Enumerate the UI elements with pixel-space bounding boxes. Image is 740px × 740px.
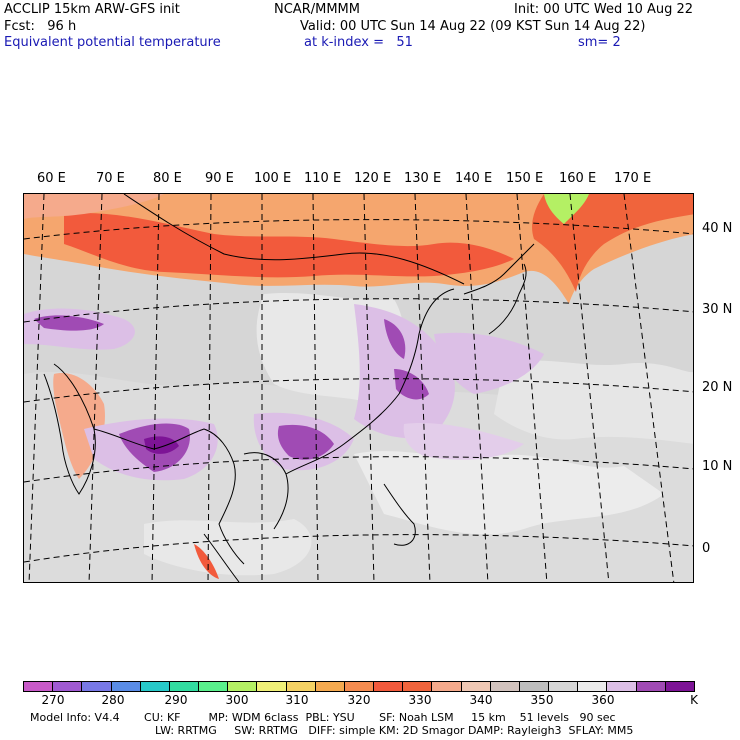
colorbar-label: 350 (530, 693, 554, 707)
colorbar (23, 681, 695, 692)
south-light-field (144, 519, 312, 576)
lat-label: 0 (702, 541, 711, 556)
lon-line (465, 194, 489, 582)
purple-core (277, 424, 334, 460)
warm-band-core (64, 213, 514, 278)
lon-label: 120 E (354, 171, 392, 186)
forecast-hour: Fcst: 96 h (4, 19, 77, 34)
colorbar-swatch (285, 682, 315, 691)
lon-label: 110 E (304, 171, 342, 186)
lon-line (569, 194, 610, 582)
colorbar-swatch (343, 682, 374, 691)
bay-of-bengal-coast (93, 428, 245, 565)
lat-label: 20 N (702, 380, 733, 395)
colorbar-swatch (548, 682, 578, 691)
colorbar-swatch (198, 682, 228, 691)
colorbar-swatch (664, 682, 694, 691)
lon-line (363, 194, 375, 582)
colorbar-swatch (431, 682, 461, 691)
lon-label: 130 E (404, 171, 442, 186)
colorbar-swatch (24, 682, 53, 691)
lon-label: 140 E (455, 171, 493, 186)
colorbar-label: 270 (41, 693, 65, 707)
lon-label: 170 E (614, 171, 652, 186)
lat-label: 30 N (702, 302, 733, 317)
colorbar-swatch (52, 682, 82, 691)
colorbar-swatch (373, 682, 403, 691)
colorbar-swatch (460, 682, 490, 691)
colorbar-label: 340 (469, 693, 493, 707)
lon-label: 160 E (559, 171, 597, 186)
dark-purple-core (144, 436, 179, 454)
china-coast (285, 288, 455, 475)
warm-band-west (24, 194, 164, 219)
lon-line (151, 194, 160, 582)
lon-label: 100 E (254, 171, 292, 186)
high-theta-patch (544, 194, 589, 224)
colorbar-swatch (402, 682, 432, 691)
lon-label: 90 E (205, 171, 234, 186)
colorbar-swatch (227, 682, 257, 691)
colorbar-unit: K (690, 693, 698, 707)
japan-coast (488, 263, 527, 335)
colorbar-swatch (314, 682, 344, 691)
colorbar-swatch (139, 682, 169, 691)
colorbar-label: 320 (347, 693, 371, 707)
philippines-coast (383, 483, 416, 546)
lat-label: 40 N (702, 221, 733, 236)
pacific-light-field (494, 360, 693, 444)
lavender-region (434, 332, 544, 394)
colorbar-label: 280 (101, 693, 125, 707)
colorbar-label: 290 (164, 693, 188, 707)
korea-coast (463, 243, 535, 295)
purple-core (394, 369, 429, 400)
lon-label: 150 E (506, 171, 544, 186)
level-label: at k-index = 51 (304, 35, 413, 50)
sumatra-coast (203, 533, 240, 582)
sumatra-warm-patch (194, 544, 219, 579)
colorbar-label: 360 (591, 693, 615, 707)
lon-line (28, 194, 45, 582)
lon-line (414, 194, 431, 582)
colorbar-label: 300 (225, 693, 249, 707)
colorbar-swatch (256, 682, 286, 691)
model-info-line2: LW: RRTMG SW: RRTMG DIFF: simple KM: 2D … (155, 724, 634, 737)
colorbar-swatch (518, 682, 549, 691)
lon-line (516, 194, 548, 582)
lon-label: 80 E (153, 171, 182, 186)
field-name: Equivalent potential temperature (4, 35, 221, 50)
colorbar-swatch (110, 682, 140, 691)
map-panel (23, 193, 694, 583)
center-label: NCAR/MMMM (274, 2, 360, 17)
india-coast (43, 363, 96, 495)
coastlines (43, 194, 535, 582)
lon-line (88, 194, 103, 582)
colorbar-swatch (489, 682, 519, 691)
colorbar-label: 330 (408, 693, 432, 707)
model-title: ACCLIP 15km ARW-GFS init (4, 2, 180, 17)
colorbar-swatch (635, 682, 665, 691)
light-field (354, 451, 664, 535)
map-canvas (24, 194, 693, 582)
lon-line (207, 194, 212, 582)
lon-line (312, 194, 319, 582)
lon-label: 60 E (37, 171, 66, 186)
colorbar-swatch (577, 682, 607, 691)
purple-core (384, 319, 406, 359)
purple-core (34, 315, 104, 331)
lat-label: 10 N (702, 459, 733, 474)
mongolia-border (123, 194, 465, 285)
lavender-region (403, 423, 524, 460)
colorbar-swatch (168, 682, 199, 691)
graticule (24, 194, 693, 582)
colorbar-swatch (606, 682, 636, 691)
colorbar-label: 310 (285, 693, 309, 707)
lon-label: 70 E (96, 171, 125, 186)
valid-time: Valid: 00 UTC Sun 14 Aug 22 (09 KST Sun … (300, 19, 646, 34)
colorbar-swatch (81, 682, 111, 691)
lon-line (623, 194, 675, 582)
smoothing-label: sm= 2 (578, 35, 621, 50)
init-time: Init: 00 UTC Wed 10 Aug 22 (514, 2, 694, 17)
model-info-line1: Model Info: V4.4 CU: KF MP: WDM 6class P… (30, 711, 616, 724)
